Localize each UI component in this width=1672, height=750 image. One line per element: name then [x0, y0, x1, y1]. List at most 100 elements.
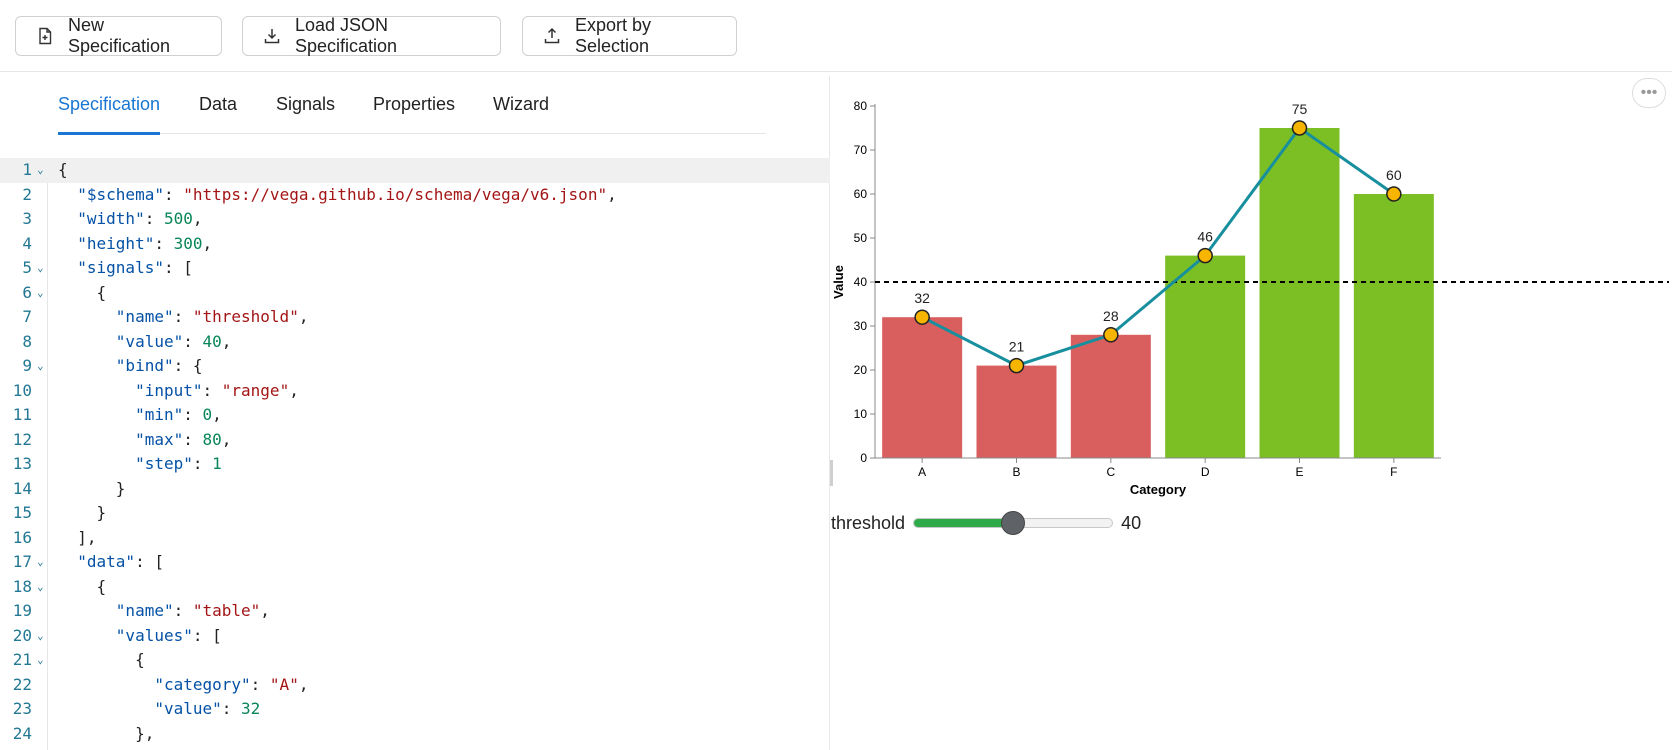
code-line[interactable]: 13 "step": 1	[0, 452, 830, 477]
code-line[interactable]: 2 "$schema": "https://vega.github.io/sch…	[0, 183, 830, 208]
code-text: "$schema": "https://vega.github.io/schem…	[77, 184, 617, 204]
code-text: {	[58, 282, 107, 302]
line-number: 22	[12, 674, 32, 694]
tab-wizard[interactable]: Wizard	[493, 94, 550, 114]
y-tick-label: 60	[854, 187, 868, 201]
more-options-button[interactable]: •••	[1632, 78, 1666, 108]
code-text: "data": [	[77, 552, 164, 571]
code-line[interactable]: 4 "height": 300,	[0, 232, 830, 257]
y-axis-title: Value	[831, 265, 846, 299]
fold-chevron-icon[interactable]: ⌄	[37, 555, 44, 568]
x-tick-label: F	[1390, 465, 1397, 479]
code-text: "signals": [	[77, 258, 193, 277]
new-specification-button[interactable]: New Specification	[15, 15, 222, 56]
code-text: "height": 300,	[77, 233, 213, 253]
line-number: 20	[12, 625, 32, 645]
editor-pane: Specification Data Signals Properties Wi…	[0, 76, 830, 750]
code-text: "name": "table",	[115, 601, 270, 620]
code-line[interactable]: 5 ⌄ "signals": [	[0, 256, 830, 281]
line-number: 3	[22, 209, 32, 228]
code-line[interactable]: 14 }	[0, 477, 830, 502]
line-number: 6	[22, 282, 32, 302]
fold-chevron-icon[interactable]: ⌄	[37, 285, 44, 299]
tab-properties[interactable]: Properties	[373, 94, 456, 114]
line-number: 2	[22, 184, 32, 204]
tab-specification[interactable]: Specification	[58, 94, 161, 135]
line-number: 24	[12, 723, 32, 743]
code-text: "values": [	[115, 625, 222, 645]
pane-splitter[interactable]	[830, 460, 833, 486]
code-line[interactable]: 10 "input": "range",	[0, 379, 830, 404]
code-text: },	[58, 723, 155, 743]
y-tick-label: 30	[854, 319, 868, 333]
tab-data[interactable]: Data	[199, 94, 238, 114]
code-line[interactable]: 24 },	[0, 722, 830, 747]
export-by-selection-button[interactable]: Export by Selection	[522, 15, 737, 56]
data-label: 28	[1103, 308, 1119, 324]
data-label: 21	[1009, 339, 1025, 355]
code-line[interactable]: 15 }	[0, 501, 830, 526]
threshold-slider[interactable]	[913, 511, 1114, 535]
fold-chevron-icon[interactable]: ⌄	[37, 359, 44, 372]
threshold-slider-thumb[interactable]	[1001, 511, 1026, 535]
code-line[interactable]: 16 ],	[0, 526, 830, 551]
code-line[interactable]: 22 "category": "A",	[0, 673, 830, 698]
data-label: 46	[1197, 229, 1213, 245]
x-tick-label: D	[1201, 465, 1210, 479]
code-text: {	[58, 576, 107, 596]
line-number: 18	[12, 576, 32, 596]
code-line[interactable]: 17 ⌄ "data": [	[0, 550, 830, 575]
threshold-slider-row: threshold 40	[831, 505, 1141, 541]
code-line[interactable]: 3 "width": 500,	[0, 207, 830, 232]
data-point	[1291, 120, 1308, 136]
data-label: 32	[914, 290, 930, 306]
new-specification-label: New Specification	[68, 15, 171, 56]
code-line[interactable]: 8 "value": 40,	[0, 330, 830, 355]
code-text: "input": "range",	[135, 380, 299, 400]
line-number: 15	[12, 503, 32, 522]
code-line[interactable]: 1 ⌄ {	[0, 158, 830, 183]
x-tick-label: E	[1295, 465, 1303, 479]
x-axis-title: Category	[1130, 482, 1187, 497]
fold-chevron-icon[interactable]: ⌄	[37, 261, 44, 274]
fold-chevron-icon[interactable]: ⌄	[37, 653, 44, 666]
code-line[interactable]: 11 "min": 0,	[0, 403, 830, 428]
threshold-slider-label: threshold	[831, 512, 906, 533]
code-line[interactable]: 19 "name": "table",	[0, 599, 830, 624]
line-number: 13	[12, 454, 32, 473]
x-tick-label: B	[1012, 465, 1020, 479]
code-text: }	[58, 478, 126, 498]
bar-line-chart: 0 10 20 30 40 50 60 70 80 Value A B C D E F Category 32 21…	[831, 99, 1669, 497]
code-line[interactable]: 21 ⌄ {	[0, 648, 830, 673]
code-text: }	[58, 503, 107, 522]
y-tick-label: 70	[854, 143, 868, 157]
code-editor[interactable]: 1 ⌄ {2 "$schema": "https://vega.github.io/…	[0, 158, 830, 750]
new-file-icon	[36, 27, 54, 45]
code-line[interactable]: 9 ⌄ "bind": {	[0, 354, 830, 379]
line-number: 19	[12, 601, 32, 620]
data-point	[1103, 327, 1119, 343]
fold-chevron-icon[interactable]: ⌄	[37, 163, 44, 176]
line-number: 12	[12, 429, 32, 449]
code-line[interactable]: 23 "value": 32	[0, 697, 830, 722]
toolbar: New Specification Load JSON Specificatio…	[0, 0, 1672, 72]
line-number: 4	[22, 233, 32, 253]
code-line[interactable]: 18 ⌄ {	[0, 575, 830, 600]
code-line[interactable]: 7 "name": "threshold",	[0, 305, 830, 330]
fold-chevron-icon[interactable]: ⌄	[37, 628, 44, 642]
line-number: 1	[22, 160, 32, 179]
fold-chevron-icon[interactable]: ⌄	[37, 579, 44, 593]
code-text: {	[58, 160, 68, 179]
line-number: 7	[22, 307, 32, 326]
code-line[interactable]: 12 "max": 80,	[0, 428, 830, 453]
data-label: 75	[1292, 101, 1308, 117]
code-line[interactable]: 20 ⌄ "values": [	[0, 624, 830, 649]
tab-signals[interactable]: Signals	[276, 94, 336, 114]
y-tick-label: 80	[854, 99, 868, 113]
threshold-slider-fill	[914, 519, 1014, 527]
data-point	[1386, 186, 1402, 202]
load-json-button[interactable]: Load JSON Specification	[242, 15, 501, 56]
code-line[interactable]: 6 ⌄ {	[0, 281, 830, 306]
code-text: "step": 1	[135, 454, 222, 473]
code-text: "value": 40,	[115, 331, 232, 351]
